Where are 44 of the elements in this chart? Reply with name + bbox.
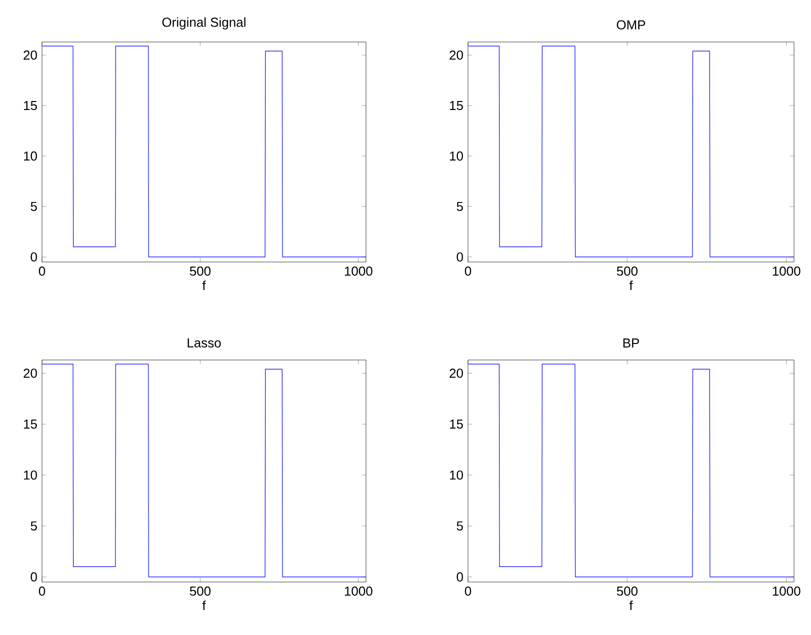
x-tick-label: 500 [616,586,638,596]
y-tick-label: 20 [24,368,37,378]
y-tick-label: 15 [24,420,37,429]
y-tick-label: 10 [450,470,463,480]
x-tick-label: 0 [464,266,472,276]
x-axis-title: f [629,280,633,290]
y-tick-label: 15 [450,101,463,110]
chart-title: Original Signal [162,17,246,30]
x-tick-label: 0 [464,586,472,596]
x-tick-label: 0 [38,266,46,276]
chart-title: Lasso [188,338,221,348]
y-tick-label: 20 [450,368,463,378]
y-tick-label: 10 [24,151,37,161]
y-tick-label: 10 [24,470,37,480]
chart-title: OMP [616,20,646,30]
line-series [42,364,366,578]
y-tick-label: 15 [450,420,463,429]
x-tick-label: 1000 [772,586,800,596]
x-tick-label: 500 [616,266,638,276]
y-tick-label: 0 [456,252,463,262]
y-tick-label: 20 [24,50,37,60]
line-series [42,46,366,258]
y-tick-label: 5 [30,521,37,531]
x-axis-title: f [629,600,633,610]
x-tick-label: 1000 [344,266,372,276]
x-tick-label: 1000 [344,586,372,596]
y-tick-label: 20 [450,50,463,60]
y-tick-label: 15 [24,101,37,110]
x-axis-title: f [202,280,206,290]
y-tick-label: 0 [30,252,37,262]
x-tick-label: 500 [190,266,211,276]
y-tick-label: 5 [456,521,463,531]
x-tick-label: 500 [190,586,211,596]
x-tick-label: 1000 [772,266,800,276]
y-tick-label: 5 [456,202,463,212]
line-series [468,46,794,258]
chart-title: BP [623,338,639,348]
x-axis-title: f [202,600,206,610]
y-tick-label: 10 [450,151,463,161]
y-tick-label: 0 [30,572,37,582]
line-series [468,364,794,578]
x-tick-label: 0 [38,586,46,596]
y-tick-label: 0 [456,572,463,582]
y-tick-label: 5 [30,202,37,212]
